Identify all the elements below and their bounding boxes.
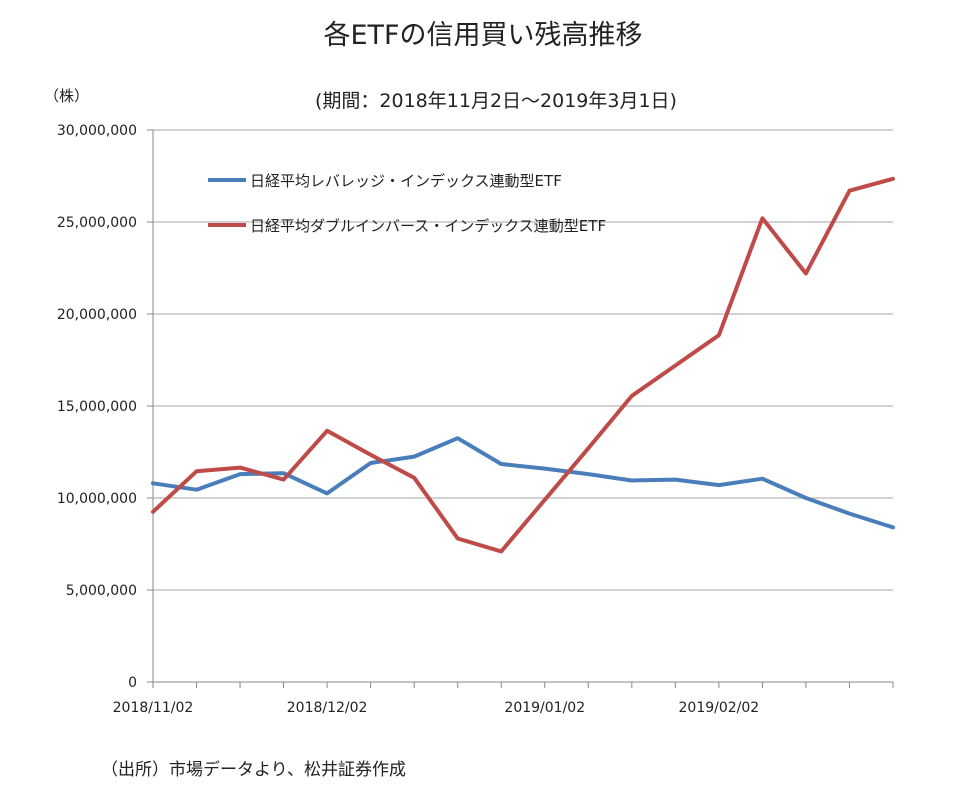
- x-tick-label: 2018/12/02: [287, 700, 368, 716]
- x-tick-label: 2019/01/02: [504, 700, 585, 716]
- series-line-double-inverse: [151, 176, 895, 554]
- chart-title: 各ETFの信用買い残高推移: [323, 20, 642, 51]
- y-tick-label: 25,000,000: [57, 215, 137, 231]
- x-tick-label: 2019/02/02: [679, 700, 760, 716]
- y-tick-label: 10,000,000: [57, 491, 137, 507]
- y-tick-label: 30,000,000: [57, 123, 137, 139]
- y-tick-label: 0: [128, 675, 137, 691]
- x-tick-labels: 2018/11/02 2018/12/02 2019/01/02 2019/02/02: [113, 682, 894, 716]
- x-tick-label: 2018/11/02: [113, 700, 194, 716]
- y-unit-label: （株）: [44, 87, 89, 105]
- y-tick-label: 5,000,000: [66, 583, 137, 599]
- gridlines: [153, 129, 893, 591]
- series-lines: [151, 176, 895, 554]
- y-tick-label: 20,000,000: [57, 307, 137, 323]
- y-tick-labels: 0 5,000,000 10,000,000 15,000,000 20,000,000…: [57, 123, 153, 691]
- series-line-leverage: [151, 436, 895, 530]
- legend-label-double-inverse: 日経平均ダブルインバース・インデックス連動型ETF: [250, 217, 606, 235]
- chart-subtitle: (期間：2018年11月2日～2019年3月1日): [315, 90, 677, 112]
- legend: 日経平均レバレッジ・インデックス連動型ETF 日経平均ダブルインバース・インデッ…: [208, 172, 606, 235]
- legend-label-leverage: 日経平均レバレッジ・インデックス連動型ETF: [250, 172, 562, 190]
- source-note: （出所）市場データより、松井証券作成: [101, 759, 406, 780]
- y-tick-label: 15,000,000: [57, 399, 137, 415]
